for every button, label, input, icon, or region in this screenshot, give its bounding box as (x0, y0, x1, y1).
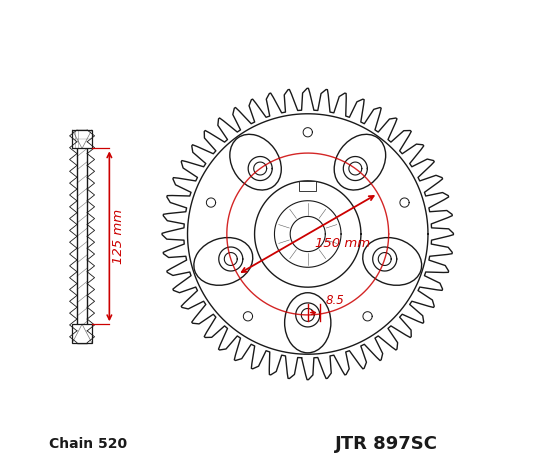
Ellipse shape (334, 134, 386, 190)
Polygon shape (254, 162, 267, 175)
Polygon shape (301, 308, 314, 322)
Polygon shape (255, 181, 361, 287)
Polygon shape (349, 162, 362, 175)
Polygon shape (290, 216, 325, 252)
Polygon shape (373, 247, 396, 271)
Polygon shape (296, 303, 320, 327)
Polygon shape (162, 88, 454, 380)
Polygon shape (219, 247, 243, 271)
Polygon shape (343, 156, 367, 181)
Text: 125 mm: 125 mm (112, 209, 125, 264)
Polygon shape (225, 253, 237, 265)
Polygon shape (378, 253, 391, 265)
Ellipse shape (284, 292, 331, 353)
Text: JTR 897SC: JTR 897SC (335, 435, 438, 453)
Text: 150 mm: 150 mm (315, 237, 370, 250)
Ellipse shape (363, 238, 422, 285)
Text: Chain 520: Chain 520 (49, 438, 127, 452)
Bar (72, 324, 92, 343)
Polygon shape (274, 201, 341, 267)
Polygon shape (188, 114, 428, 354)
Ellipse shape (194, 238, 253, 285)
Bar (77, 130, 87, 343)
Ellipse shape (230, 134, 281, 190)
Polygon shape (248, 156, 272, 181)
Bar (72, 130, 92, 148)
Text: 8.5: 8.5 (325, 294, 344, 307)
Bar (300, 181, 316, 191)
